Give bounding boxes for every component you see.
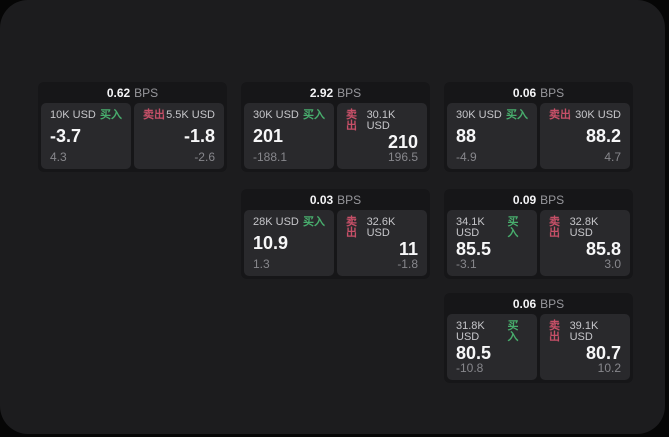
bps-unit-label: BPS [540,85,565,100]
bps-unit-label: BPS [337,85,362,100]
sell-price: 210 [387,131,418,152]
card-header: 0.06 BPS [447,293,630,314]
buy-side-label: 买入 [506,109,528,121]
card-header: 0.09 BPS [447,189,630,210]
buy-tile[interactable]: 30K USD 买入 201 -188.1 [244,103,334,169]
sell-delta: 10.2 [597,361,621,375]
sell-amount: 32.6K USD [366,216,396,239]
card-header: 0.03 BPS [244,189,427,210]
buy-tile[interactable]: 10K USD 买入 -3.7 4.3 [41,103,131,169]
buy-side-label: 买入 [100,109,122,121]
buy-tile[interactable]: 34.1K USD 买入 85.5 -3.1 [447,210,537,276]
sell-delta: 196.5 [387,150,418,164]
card-body: 34.1K USD 买入 85.5 -3.1 卖出 32.8K USD 85.8… [447,210,630,276]
bps-value: 0.03 [309,192,334,207]
quote-card-6: 0.06 BPS 31.8K USD 买入 80.5 -10.8 卖出 39.1… [444,293,633,383]
sell-amount: 39.1K USD [569,320,599,343]
bps-value: 0.06 [512,85,537,100]
sell-delta: 4.7 [604,150,621,164]
quote-card-4: 0.03 BPS 28K USD 买入 10.9 1.3 卖出 32.6K US… [241,189,430,279]
bps-value: 0.09 [512,192,537,207]
bps-value: 0.06 [512,296,537,311]
sell-amount: 30.1K USD [366,109,396,132]
buy-side-label: 买入 [303,109,325,121]
quote-card-5: 0.09 BPS 34.1K USD 买入 85.5 -3.1 卖出 32.8K… [444,189,633,279]
sell-price: 88.2 [585,126,621,146]
buy-delta: -4.9 [456,150,477,164]
sell-amount: 32.8K USD [569,216,599,239]
card-header: 0.62 BPS [41,82,224,103]
card-body: 28K USD 买入 10.9 1.3 卖出 32.6K USD 11 -1.8 [244,210,427,276]
sell-tile[interactable]: 卖出 39.1K USD 80.7 10.2 [540,314,630,380]
buy-price: 10.9 [253,233,289,253]
bps-unit-label: BPS [134,85,159,100]
card-body: 30K USD 买入 201 -188.1 卖出 30.1K USD 210 1… [244,103,427,169]
sell-tile[interactable]: 卖出 30.1K USD 210 196.5 [337,103,427,169]
buy-price: 85.5 [456,238,492,259]
card-body: 31.8K USD 买入 80.5 -10.8 卖出 39.1K USD 80.… [447,314,630,380]
sell-delta: -1.8 [397,257,418,271]
sell-side-label: 卖出 [346,109,357,132]
sell-price: 80.7 [585,342,621,363]
sell-price: 11 [398,238,418,259]
buy-price: 80.5 [456,342,492,363]
buy-amount: 30K USD [456,109,502,121]
sell-delta: 3.0 [604,257,621,271]
sell-side-label: 卖出 [143,109,165,121]
buy-amount: 34.1K USD [456,216,485,239]
bps-unit-label: BPS [337,192,362,207]
buy-amount: 10K USD [50,109,96,121]
buy-tile[interactable]: 30K USD 买入 88 -4.9 [447,103,537,169]
sell-tile[interactable]: 卖出 32.6K USD 11 -1.8 [337,210,427,276]
sell-tile[interactable]: 卖出 32.8K USD 85.8 3.0 [540,210,630,276]
quote-card-2: 2.92 BPS 30K USD 买入 201 -188.1 卖出 30.1K … [241,82,430,172]
buy-side-label: 买入 [507,320,519,343]
card-header: 0.06 BPS [447,82,630,103]
quote-card-3: 0.06 BPS 30K USD 买入 88 -4.9 卖出 30K USD 8… [444,82,633,172]
quote-card-1: 0.62 BPS 10K USD 买入 -3.7 4.3 卖出 5.5K USD… [38,82,227,172]
buy-price: -3.7 [50,126,82,146]
buy-delta: -10.8 [456,361,484,375]
buy-price: 88 [456,126,477,146]
bps-unit-label: BPS [540,296,565,311]
buy-amount: 28K USD [253,216,299,228]
sell-amount: 30K USD [575,109,621,121]
card-header: 2.92 BPS [244,82,427,103]
sell-tile[interactable]: 卖出 30K USD 88.2 4.7 [540,103,630,169]
sell-side-label: 卖出 [549,216,560,239]
buy-price: 201 [253,126,284,146]
buy-side-label: 买入 [303,216,325,228]
buy-delta: -188.1 [253,150,288,164]
sell-side-label: 卖出 [549,320,560,343]
sell-price: -1.8 [183,126,215,146]
buy-tile[interactable]: 28K USD 买入 10.9 1.3 [244,210,334,276]
sell-price: 85.8 [585,238,621,259]
bps-value: 0.62 [106,85,131,100]
buy-side-label: 买入 [507,216,519,239]
buy-delta: -3.1 [456,257,477,271]
buy-delta: 4.3 [50,150,67,164]
sell-side-label: 卖出 [346,216,357,239]
card-body: 30K USD 买入 88 -4.9 卖出 30K USD 88.2 4.7 [447,103,630,169]
sell-side-label: 卖出 [549,109,571,121]
sell-tile[interactable]: 卖出 5.5K USD -1.8 -2.6 [134,103,224,169]
buy-amount: 31.8K USD [456,320,485,343]
buy-amount: 30K USD [253,109,299,121]
bps-value: 2.92 [309,85,334,100]
sell-amount: 5.5K USD [166,109,215,121]
sell-delta: -2.6 [194,150,215,164]
bps-unit-label: BPS [540,192,565,207]
buy-delta: 1.3 [253,257,270,271]
card-body: 10K USD 买入 -3.7 4.3 卖出 5.5K USD -1.8 -2.… [41,103,224,169]
buy-tile[interactable]: 31.8K USD 买入 80.5 -10.8 [447,314,537,380]
